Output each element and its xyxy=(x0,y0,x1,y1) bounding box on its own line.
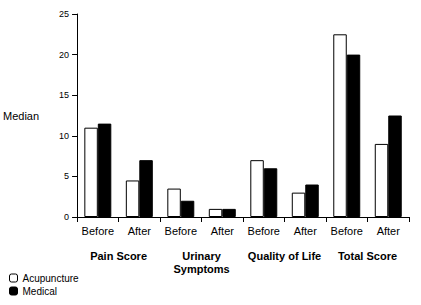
svg-text:15: 15 xyxy=(59,90,69,100)
svg-text:Before: Before xyxy=(82,225,114,237)
svg-text:Pain Score: Pain Score xyxy=(90,250,147,262)
svg-text:Symptoms: Symptoms xyxy=(173,263,229,275)
svg-text:Urinary: Urinary xyxy=(182,250,221,262)
svg-text:Acupuncture: Acupuncture xyxy=(23,273,80,284)
svg-text:Total Score: Total Score xyxy=(338,250,397,262)
svg-text:20: 20 xyxy=(59,50,69,60)
svg-text:Before: Before xyxy=(331,225,363,237)
svg-text:Quality of Life: Quality of Life xyxy=(248,250,321,262)
svg-text:25: 25 xyxy=(59,9,69,19)
svg-text:Median: Median xyxy=(3,110,39,122)
svg-text:Before: Before xyxy=(165,225,197,237)
svg-text:0: 0 xyxy=(64,212,69,222)
svg-text:Before: Before xyxy=(248,225,280,237)
svg-text:After: After xyxy=(128,225,152,237)
svg-text:After: After xyxy=(377,225,401,237)
svg-text:10: 10 xyxy=(59,131,69,141)
svg-text:5: 5 xyxy=(64,171,69,181)
svg-text:Medical: Medical xyxy=(23,286,57,297)
svg-text:After: After xyxy=(211,225,235,237)
svg-text:After: After xyxy=(294,225,318,237)
